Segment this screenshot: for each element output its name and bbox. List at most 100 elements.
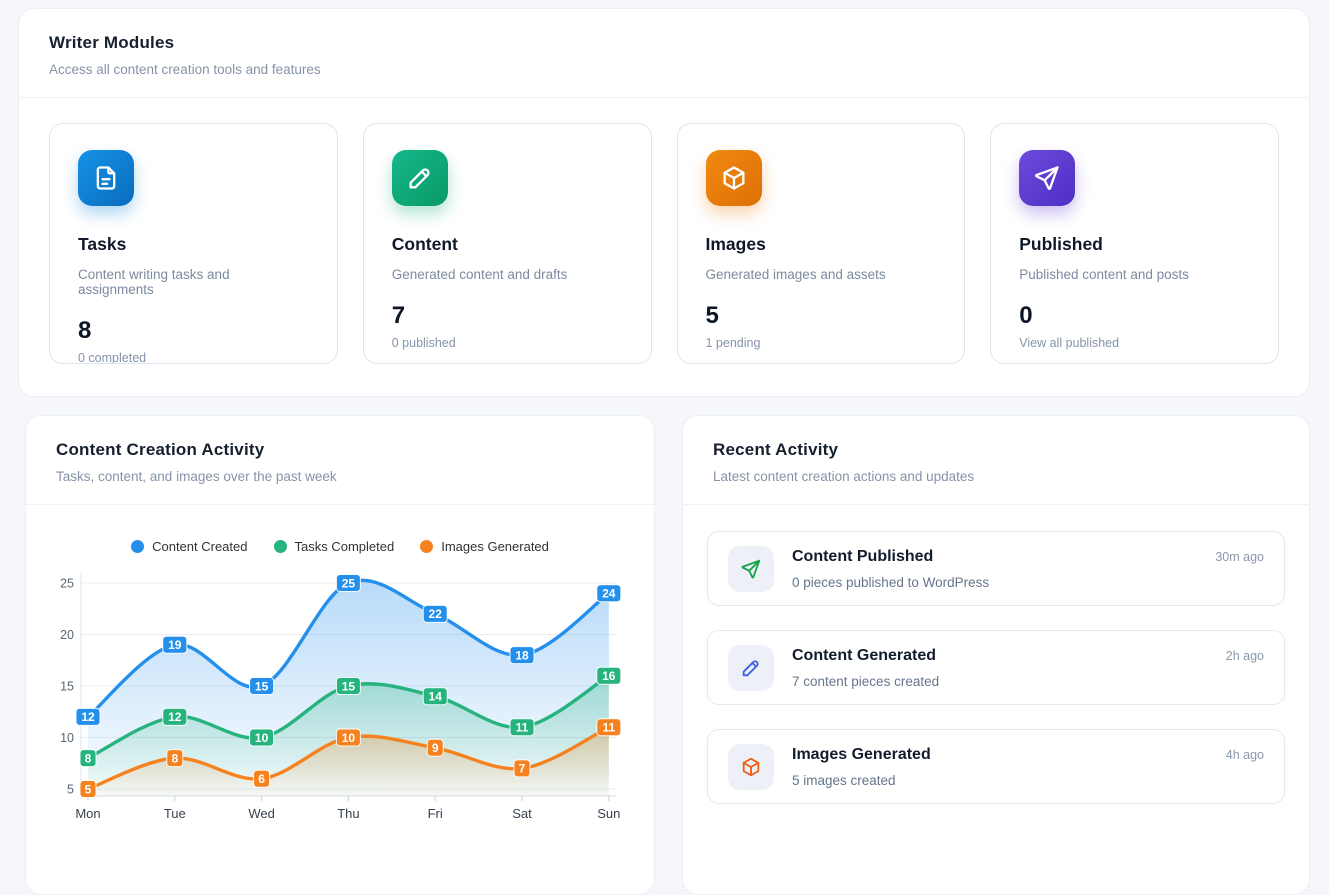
svg-text:5: 5: [67, 783, 74, 797]
svg-text:8: 8: [85, 751, 92, 765]
svg-text:5: 5: [85, 782, 92, 796]
svg-text:Thu: Thu: [337, 806, 359, 821]
svg-text:10: 10: [342, 731, 356, 745]
file-icon: [96, 166, 116, 190]
svg-text:6: 6: [258, 772, 265, 786]
svg-text:18: 18: [515, 648, 529, 662]
published-tile: [1019, 150, 1076, 206]
svg-text:10: 10: [60, 731, 74, 745]
legend-label: Tasks Completed: [294, 539, 395, 554]
activity-icon-tile: [728, 546, 774, 592]
send-icon: [741, 559, 761, 579]
cube-icon: [723, 166, 744, 190]
activity-icon-tile: [728, 744, 774, 790]
module-card-title: Content: [391, 234, 458, 254]
tasks-tile: [78, 150, 134, 206]
activity-item-description: 7 content pieces created: [792, 674, 940, 689]
activity-item-content-generated: Content Generated 7 content pieces creat…: [707, 630, 1285, 705]
module-card-stat: 1 pending: [705, 336, 761, 350]
svg-text:22: 22: [429, 607, 443, 621]
module-card-stat: 0 completed: [78, 351, 147, 364]
images-tile: [705, 150, 762, 206]
svg-text:Sun: Sun: [597, 806, 620, 821]
module-card-stat: 0 published: [391, 336, 456, 350]
legend-item-tasks-completed[interactable]: Tasks Completed: [273, 539, 395, 554]
svg-text:15: 15: [60, 680, 74, 694]
svg-text:15: 15: [342, 679, 356, 693]
module-card-title: Published: [1019, 234, 1103, 254]
send-icon: [1035, 166, 1059, 190]
module-card-count: 8: [78, 317, 92, 344]
activity-item-description: 5 images created: [792, 773, 896, 788]
svg-text:25: 25: [342, 576, 356, 590]
svg-text:Fri: Fri: [428, 806, 443, 821]
svg-text:11: 11: [602, 721, 615, 735]
svg-text:Wed: Wed: [248, 806, 275, 821]
svg-text:9: 9: [432, 741, 439, 755]
svg-text:Mon: Mon: [75, 806, 100, 821]
legend-item-images-generated[interactable]: Images Generated: [420, 539, 549, 554]
svg-text:12: 12: [168, 710, 182, 724]
module-card-description: Content writing tasks and assignments: [78, 267, 230, 297]
svg-text:10: 10: [255, 731, 269, 745]
module-card-description: Generated images and assets: [705, 267, 886, 282]
legend-label: Content Created: [152, 539, 248, 554]
cube-icon: [742, 757, 760, 777]
module-card-stat[interactable]: View all published: [1019, 336, 1120, 350]
writer-modules-panel: Writer Modules Access all content creati…: [18, 8, 1310, 397]
module-card-description: Published content and posts: [1019, 267, 1189, 282]
writer-modules-title: Writer Modules: [49, 33, 175, 52]
legend-dot-orange: [420, 540, 434, 553]
svg-text:8: 8: [171, 751, 178, 765]
module-card-tasks[interactable]: Tasks Content writing tasks and assignme…: [49, 123, 338, 364]
activity-list: Content Published 0 pieces published to …: [683, 505, 1309, 854]
activity-item-title: Content Published: [792, 548, 934, 565]
activity-item-content-published: Content Published 0 pieces published to …: [707, 531, 1285, 606]
module-card-count: 0: [1019, 302, 1033, 329]
pencil-icon: [409, 168, 430, 189]
legend-item-content-created[interactable]: Content Created: [131, 539, 248, 554]
svg-text:24: 24: [602, 587, 616, 601]
chart-legend: Content Created Tasks Completed Images G…: [26, 539, 654, 554]
svg-text:Sat: Sat: [512, 806, 532, 821]
chart-panel-subtitle: Tasks, content, and images over the past…: [56, 469, 337, 484]
svg-text:7: 7: [519, 762, 526, 776]
activity-line-chart[interactable]: 5 10 15 20 25 Mon Tue Wed Thu Fri Sat Sun 12 19 15 25 22…: [26, 557, 656, 830]
recent-activity-title: Recent Activity: [713, 440, 839, 459]
module-card-count: 5: [705, 302, 719, 329]
pencil-icon: [742, 660, 759, 677]
activity-item-timestamp: 30m ago: [1215, 550, 1264, 564]
chart-panel-header: Content Creation Activity Tasks, content…: [26, 416, 654, 505]
content-tile: [391, 150, 448, 206]
svg-text:11: 11: [516, 721, 529, 735]
module-cards-row: Tasks Content writing tasks and assignme…: [19, 98, 1309, 364]
module-card-title: Tasks: [78, 234, 127, 254]
writer-modules-header: Writer Modules Access all content creati…: [19, 9, 1309, 98]
module-card-content[interactable]: Content Generated content and drafts 7 0…: [362, 123, 652, 364]
activity-item-description: 0 pieces published to WordPress: [792, 575, 990, 590]
svg-text:14: 14: [429, 690, 443, 704]
recent-activity-panel: Recent Activity Latest content creation …: [682, 415, 1310, 895]
activity-item-body: Images Generated 5 images created: [792, 743, 1208, 788]
module-card-images[interactable]: Images Generated images and assets 5 1 p…: [676, 123, 966, 364]
activity-item-timestamp: 4h ago: [1225, 748, 1264, 762]
svg-text:Tue: Tue: [164, 806, 186, 821]
legend-dot-green: [273, 540, 287, 553]
svg-text:19: 19: [168, 638, 182, 652]
module-card-published[interactable]: Published Published content and posts 0 …: [990, 123, 1279, 364]
legend-label: Images Generated: [441, 539, 549, 554]
activity-icon-tile: [728, 645, 774, 691]
module-card-description: Generated content and drafts: [391, 267, 568, 282]
recent-activity-header: Recent Activity Latest content creation …: [683, 416, 1309, 505]
module-card-count: 7: [391, 302, 406, 329]
activity-item-timestamp: 2h ago: [1225, 649, 1264, 663]
legend-dot-blue: [131, 540, 145, 553]
recent-activity-subtitle: Latest content creation actions and upda…: [713, 469, 975, 484]
writer-modules-subtitle: Access all content creation tools and fe…: [49, 62, 321, 77]
svg-text:25: 25: [60, 577, 74, 591]
svg-text:15: 15: [255, 679, 269, 693]
activity-item-body: Content Generated 7 content pieces creat…: [792, 644, 1208, 689]
svg-text:16: 16: [602, 669, 616, 683]
activity-item-title: Content Generated: [792, 647, 937, 664]
svg-text:20: 20: [60, 628, 74, 642]
